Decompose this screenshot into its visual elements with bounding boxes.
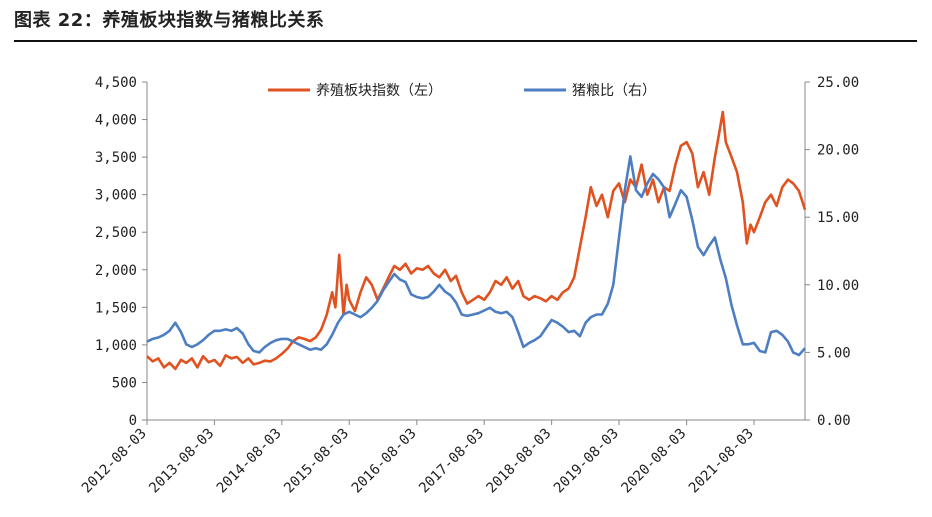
series-line-index [146, 110, 807, 371]
legend-label: 养殖板块指数（左） [316, 82, 442, 99]
x-tick-label: 2014-08-03 [214, 426, 285, 497]
figure-title: 图表 22：养殖板块指数与猪粮比关系 [14, 10, 325, 31]
left-tick-label: 0 [129, 413, 137, 429]
series-line-ratio [146, 155, 806, 357]
left-tick-label: 4,000 [95, 113, 137, 129]
title-rule [14, 40, 917, 42]
left-tick-label: 3,500 [95, 150, 137, 166]
x-axis: 2012-08-032013-08-032014-08-032015-08-03… [79, 419, 805, 497]
x-tick-label: 2018-08-03 [484, 426, 555, 497]
left-tick-label: 500 [112, 375, 137, 391]
right-tick-label: 25.00 [817, 75, 859, 91]
x-tick-label: 2012-08-03 [79, 426, 150, 497]
left-tick-label: 4,500 [95, 75, 137, 91]
left-tick-label: 3,000 [95, 188, 137, 204]
x-tick-label: 2016-08-03 [349, 426, 420, 497]
legend-label: 猪粮比（右） [572, 83, 656, 99]
right-y-axis: 0.00 5.00 10.00 15.00 20.00 25.00 [804, 75, 859, 429]
x-tick-label: 2017-08-03 [416, 426, 487, 497]
left-tick-label: 1,000 [95, 338, 137, 354]
left-tick-label: 1,500 [95, 300, 137, 316]
right-tick-label: 10.00 [817, 278, 859, 294]
right-tick-label: 0.00 [817, 413, 851, 429]
left-y-axis: 0 500 1,000 1,500 2,000 2,500 3,000 3,500 4,000 4… [95, 75, 148, 429]
x-tick-label: 2020-08-03 [619, 426, 690, 497]
x-tick-label: 2021-08-03 [686, 426, 757, 497]
left-tick-label: 2,500 [95, 225, 137, 241]
series-lines [146, 110, 807, 371]
legend: 养殖板块指数（左） 猪粮比（右） [268, 82, 656, 99]
x-tick-label: 2013-08-03 [146, 426, 217, 497]
x-tick-label: 2019-08-03 [551, 426, 622, 497]
x-tick-label: 2015-08-03 [281, 426, 352, 497]
right-tick-label: 15.00 [817, 210, 859, 226]
right-tick-label: 5.00 [817, 345, 851, 361]
right-tick-label: 20.00 [817, 143, 859, 159]
left-tick-label: 2,000 [95, 263, 137, 279]
